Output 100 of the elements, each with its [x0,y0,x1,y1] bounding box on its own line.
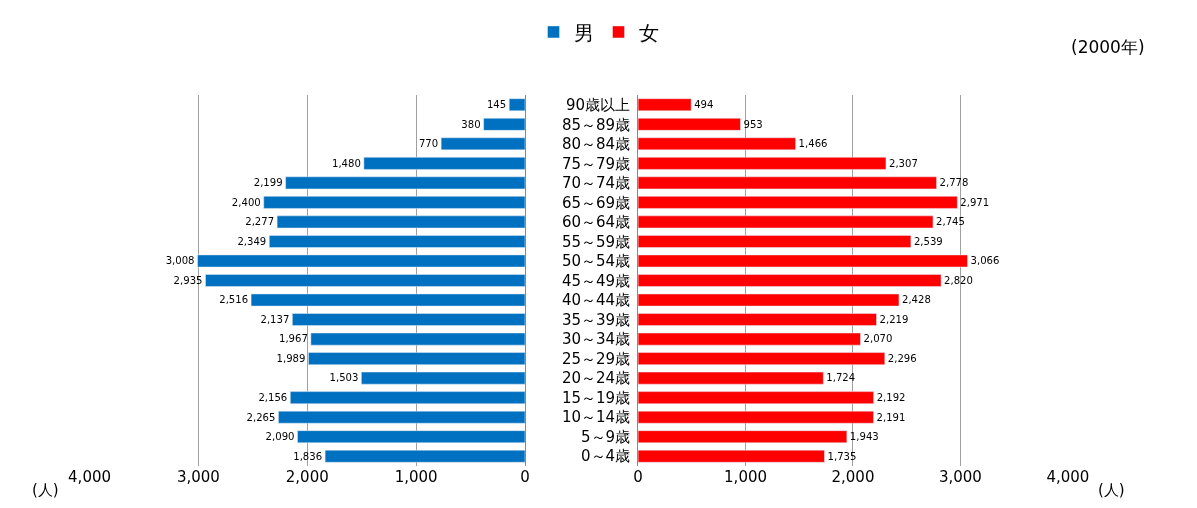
data-label: 2,219 [879,313,909,325]
data-label: 2,428 [901,294,931,306]
y-tick-label: 15～19歳 [561,388,631,407]
bar [638,254,968,268]
bar [638,430,848,444]
bar [638,313,877,326]
bar [638,293,900,307]
x-tick-label: 4,000 [1046,468,1090,486]
x-tick-label: 2,000 [285,468,329,486]
bar [276,215,525,229]
bar [308,352,525,365]
data-label: 2,192 [876,392,906,404]
y-tick-label: 65～69歳 [561,193,631,212]
bar [638,352,886,365]
data-label: 1,836 [293,450,323,462]
data-label: 2,199 [253,177,283,189]
data-label: 2,516 [219,294,249,306]
legend-label: 男 [573,20,594,45]
bar [250,293,525,307]
data-label: 2,349 [237,235,267,247]
bar [638,235,912,248]
bar [363,157,525,170]
x-tick-label: 3,000 [938,468,982,486]
data-label: 953 [743,118,763,130]
bar [638,176,937,190]
data-label: 770 [418,138,439,150]
data-label: 2,307 [888,157,918,169]
bar [638,274,942,287]
data-label: 145 [486,99,507,111]
x-tick-label: 4,000 [68,468,112,486]
data-label: 2,778 [939,177,969,189]
bar [638,391,874,404]
bar [290,391,525,404]
y-tick-label: 45～49歳 [561,271,631,290]
y-tick-label: 90歳以上 [565,96,631,115]
data-label: 1,989 [276,352,306,364]
data-label: 1,724 [826,372,856,384]
data-label: 2,090 [265,431,295,443]
data-label: 3,066 [970,255,1000,267]
data-label: 2,296 [887,352,917,364]
bar [205,274,525,287]
y-tick-label: 30～34歳 [561,330,631,349]
bar [292,313,525,326]
bar [269,235,525,248]
data-label: 494 [694,99,714,111]
data-label: 380 [461,118,481,130]
y-tick-label: 0～4歳 [580,447,631,466]
bar [361,371,525,385]
bar [638,410,874,424]
y-tick-label: 35～39歳 [561,310,631,329]
bar [483,117,525,131]
bar [638,371,824,385]
x-tick-label: 3,000 [176,468,220,486]
y-tick-label: 75～79歳 [561,154,631,173]
data-label: 2,070 [863,333,893,345]
x-tick-label: 1,000 [394,468,438,486]
bar [324,449,525,463]
bar [638,196,958,209]
x-tick-label: 1,000 [724,468,768,486]
y-tick-label: 85～89歳 [561,115,631,134]
bar [638,157,887,170]
bar [638,137,796,151]
y-tick-label: 25～29歳 [561,349,631,368]
data-label: 2,820 [944,274,973,286]
y-tick-label: 5～9歳 [580,427,631,446]
data-label: 2,191 [876,411,906,423]
text: (2000年) [1071,37,1145,57]
y-tick-label: 20～24歳 [561,369,631,388]
data-label: 1,480 [331,157,361,169]
x-tick-label: 0 [520,468,530,486]
bar [263,196,525,209]
data-label: 2,400 [231,196,261,208]
data-label: 2,156 [258,392,288,404]
bar [440,137,525,151]
x-axis-title: (人) [1098,481,1125,499]
bar [197,254,525,268]
bar [638,215,934,229]
data-label: 2,265 [246,411,276,423]
data-label: 1,943 [849,431,879,443]
data-label: 2,539 [913,235,943,247]
bar [297,430,525,444]
x-tick-label: 2,000 [831,468,875,486]
bar [638,117,741,131]
bar [285,176,525,190]
y-tick-label: 50～54歳 [561,252,631,271]
y-tick-label: 70～74歳 [561,174,631,193]
legend-label: 女 [638,20,659,45]
data-label: 2,277 [245,216,275,228]
bar [508,98,525,112]
bar [638,98,692,112]
data-label: 1,503 [329,372,359,384]
data-label: 3,008 [165,255,195,267]
y-tick-label: 10～14歳 [561,408,631,427]
bar [638,449,825,463]
data-label: 1,967 [278,333,308,345]
data-label: 2,935 [173,274,203,286]
bar [310,332,525,346]
y-tick-label: 40～44歳 [561,291,631,310]
data-label: 1,735 [827,450,857,462]
data-label: 2,745 [936,216,965,228]
